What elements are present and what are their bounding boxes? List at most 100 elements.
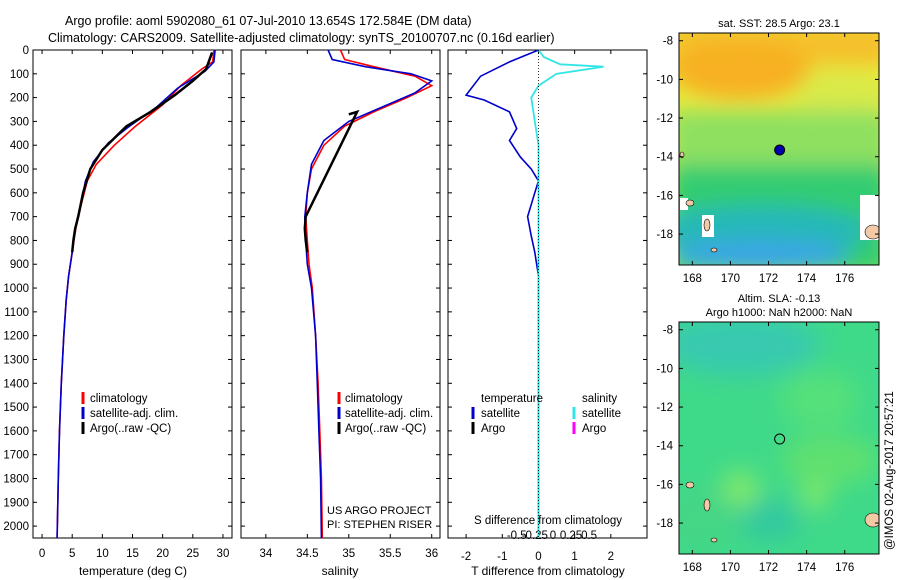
series-line-satellite <box>464 49 540 538</box>
difference-x-axis: -2 -1 0 1 2-0.5-0.25 0 0.250.5 <box>461 50 614 563</box>
map-x-label: 174 <box>797 562 817 574</box>
series-line-satellite <box>56 49 216 539</box>
x-tick-label: 2 <box>608 551 614 563</box>
depth-tick-label: 300 <box>10 116 29 128</box>
x-tick-label: 34 <box>259 548 272 560</box>
salinity-x-axis: 34 34.5 35 35.5 36 <box>259 50 438 560</box>
depth-tick-label: 700 <box>10 212 29 224</box>
s-tick-label: 0 <box>550 530 556 542</box>
depth-tick-label: 1300 <box>3 354 29 366</box>
legend-header-salinity: salinity <box>582 393 617 405</box>
depth-axis: 0 100 200 300 400 500 600 700 800 900 1000 1100 1200… <box>3 45 647 533</box>
map-y-label: -8 <box>663 36 673 48</box>
legend-label-argo-t: Argo <box>481 423 505 435</box>
depth-tick-label: 1700 <box>3 450 29 462</box>
map-x-label: 172 <box>759 273 778 285</box>
x-tick-label: 0 <box>39 548 45 560</box>
x-tick-label: 10 <box>96 548 109 560</box>
temperature-x-axis: 0 5 10 15 20 25 30 <box>39 50 230 560</box>
depth-tick-label: 800 <box>10 235 29 247</box>
header-line-1: Argo profile: aoml 5902080_61 07-Jul-201… <box>65 14 472 28</box>
map-x-label: 176 <box>835 562 854 574</box>
depth-tick-label: 1500 <box>3 402 29 414</box>
sst-map-title: sat. SST: 28.5 Argo: 23.1 <box>718 18 840 30</box>
s-tick-label: 0.25 <box>560 530 582 542</box>
map-y-label: -12 <box>656 113 673 125</box>
series-line-satellite <box>303 49 434 539</box>
difference-top-xlabel: S difference from climatology <box>474 515 622 527</box>
series-line-argo <box>70 51 214 253</box>
legend-label-argo: Argo(..raw -QC) <box>345 423 426 435</box>
s-tick-label: -0.25 <box>522 530 548 542</box>
depth-tick-label: 1200 <box>3 331 29 343</box>
map-y-label: -16 <box>656 479 673 491</box>
x-tick-label: 34.5 <box>296 548 318 560</box>
depth-tick-label: 1600 <box>3 426 29 438</box>
map-y-label: -14 <box>656 152 673 164</box>
x-tick-label: 15 <box>126 548 139 560</box>
x-tick-label: 1 <box>571 551 577 563</box>
argo-position-marker <box>774 144 786 156</box>
map-y-label: -12 <box>656 402 673 414</box>
map-x-label: 170 <box>721 562 740 574</box>
legend-label-argo-s: Argo <box>582 423 606 435</box>
sst-map: sat. SST: 28.5 Argo: 23.1 168 170 172 1 <box>656 18 880 285</box>
legend-label-argo: Argo(..raw -QC) <box>90 423 171 435</box>
legend-label-satellite: satellite-adj. clim. <box>345 408 433 420</box>
depth-tick-label: 1100 <box>4 307 29 319</box>
s-tick-label: 0.5 <box>581 530 597 542</box>
temperature-curves <box>56 49 216 539</box>
x-tick-label: 20 <box>156 548 169 560</box>
x-tick-label: 5 <box>69 548 75 560</box>
map-x-label: 172 <box>759 562 778 574</box>
salinity-legend: climatology satellite-adj. clim. Argo(..… <box>337 392 433 435</box>
legend-header-temperature: temperature <box>481 393 543 405</box>
temperature-xlabel: temperature (deg C) <box>79 564 187 578</box>
x-tick-label: -2 <box>461 551 471 563</box>
depth-tick-label: 200 <box>10 93 29 105</box>
salinity-xlabel: salinity <box>322 564 359 578</box>
depth-tick-label: 1800 <box>3 473 29 485</box>
difference-xlabel: T difference from climatology <box>471 564 625 578</box>
depth-tick-label: 400 <box>10 140 29 152</box>
salinity-curves <box>303 49 434 539</box>
map-x-label: 168 <box>683 273 702 285</box>
depth-tick-label: 0 <box>23 45 29 57</box>
depth-tick-label: 500 <box>10 164 29 176</box>
depth-tick-label: 600 <box>10 188 29 200</box>
map-y-label: -18 <box>656 518 673 530</box>
difference-panel <box>447 49 648 539</box>
x-tick-label: 35 <box>342 548 355 560</box>
series-line-satellite_salinity <box>530 49 604 538</box>
depth-tick-label: 2000 <box>3 521 29 533</box>
header-line-2: Climatology: CARS2009. Satellite-adjuste… <box>48 31 555 45</box>
sla-map-subtitle: Argo h1000: NaN h2000: NaN <box>706 307 853 319</box>
series-line-climatology <box>304 49 434 539</box>
depth-tick-label: 1000 <box>3 283 29 295</box>
map-y-label: -10 <box>656 74 673 86</box>
difference-curves <box>464 49 604 538</box>
project-annotation: US ARGO PROJECT <box>327 505 432 517</box>
argo-position-marker <box>774 433 786 445</box>
depth-tick-label: 1900 <box>3 497 29 509</box>
depth-tick-label: 100 <box>10 69 29 81</box>
series-line-climatology <box>56 49 215 539</box>
sla-map-title: Altim. SLA: -0.13 <box>738 293 821 305</box>
map-x-label: 170 <box>721 273 740 285</box>
x-tick-label: -1 <box>497 551 507 563</box>
map-y-label: -10 <box>656 363 673 375</box>
map-x-label: 176 <box>835 273 854 285</box>
temperature-legend: climatology satellite-adj. clim. Argo(..… <box>81 392 178 435</box>
map-y-label: -8 <box>663 325 673 337</box>
map-x-label: 168 <box>683 562 702 574</box>
legend-label-satellite-s: satellite <box>582 408 621 420</box>
salinity-panel <box>240 49 441 539</box>
difference-legend: temperature salinity satellite Argo sate… <box>471 393 621 435</box>
map-y-label: -18 <box>656 229 673 241</box>
s-tick-label: -0.5 <box>507 530 527 542</box>
map-y-label: -16 <box>656 190 673 202</box>
legend-label-satellite: satellite-adj. clim. <box>90 408 178 420</box>
x-tick-label: 0 <box>535 551 541 563</box>
legend-label-climatology: climatology <box>345 393 403 405</box>
x-tick-label: 30 <box>217 548 230 560</box>
